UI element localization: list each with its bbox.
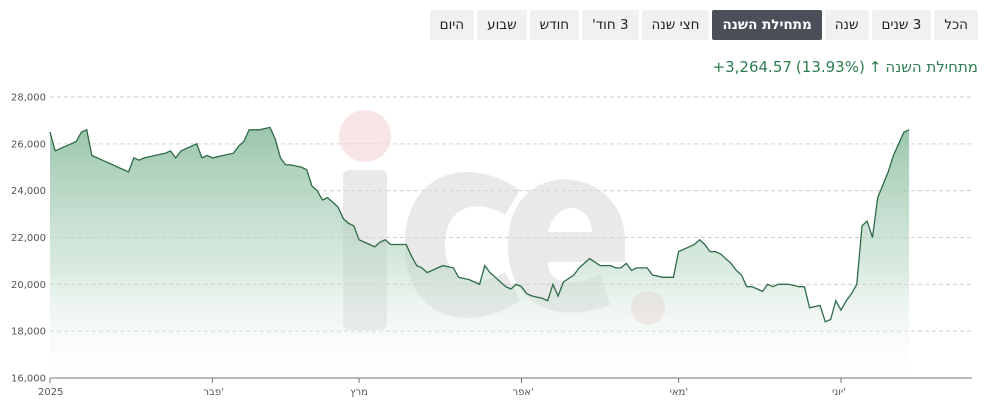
x-tick-label: אפר' [512,387,533,398]
y-tick-label: 16,000 [11,374,46,385]
x-tick-label: יוני' [832,387,846,398]
y-axis-ticks: 28,000 26,000 24,000 22,000 20,000 18,000 16,0… [11,93,46,385]
tab-half-year[interactable]: חצי שנה [641,10,710,40]
y-tick-label: 22,000 [11,233,46,244]
x-tick-label: פבר' [203,387,223,398]
y-tick-label: 28,000 [11,93,46,104]
arrow-up-icon: ↑ [868,58,882,76]
change-summary: מתחילת השנה ↑ (13.93%) +3,264.57 [713,58,978,76]
time-range-tabs: היום שבוע חודש 3 חוד' חצי שנה מתחילת השנ… [429,10,978,40]
change-value: +3,264.57 [712,58,792,76]
tab-today[interactable]: היום [429,10,475,40]
price-line [49,126,910,323]
x-tick-label: מאי' [670,387,688,398]
y-tick-label: 24,000 [11,186,46,197]
tab-week[interactable]: שבוע [477,10,527,40]
x-tick-label: מרץ [350,387,368,398]
tab-month[interactable]: חודש [529,10,580,40]
tab-year[interactable]: שנה [824,10,869,40]
change-percent: (13.93%) [795,58,865,76]
tab-all[interactable]: הכל [934,10,978,40]
tab-ytd[interactable]: מתחילת השנה [712,10,822,40]
tab-3-months[interactable]: 3 חוד' [582,10,639,40]
y-tick-label: 26,000 [11,139,46,150]
change-period: מתחילת השנה [885,58,978,76]
y-tick-label: 20,000 [11,280,46,291]
x-axis-ticks: 2025 פבר' מרץ אפר' מאי' יוני' [38,378,846,398]
tab-3-years[interactable]: 3 שנים [871,10,932,40]
y-tick-label: 18,000 [11,327,46,338]
watermark-dot-top [339,110,391,162]
area-fill [50,127,910,379]
x-tick-label: 2025 [38,387,63,398]
